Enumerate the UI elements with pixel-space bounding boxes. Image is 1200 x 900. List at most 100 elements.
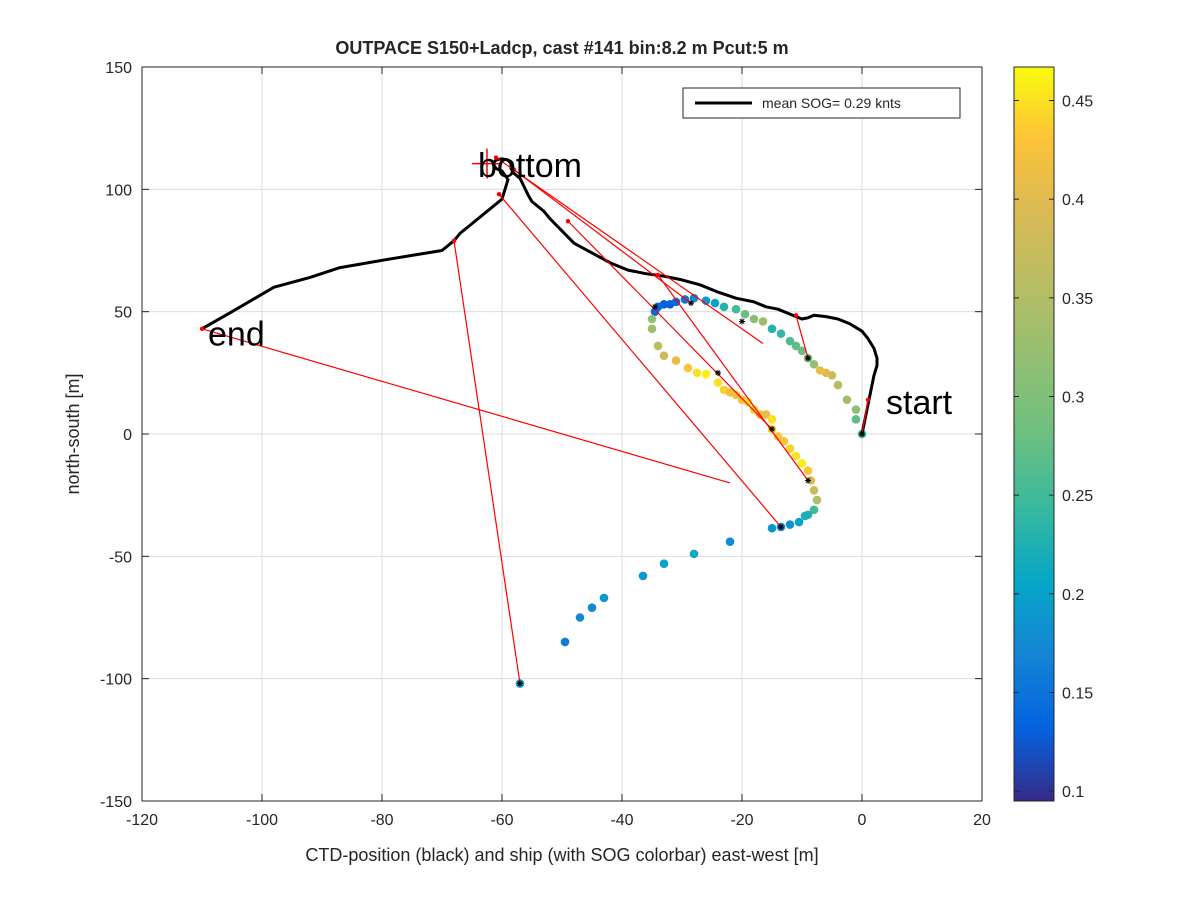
x-ticks: -120 -100 -80 -60 -40 -20 0 20 [126, 67, 991, 829]
bottom-marker [472, 148, 502, 179]
ship-position-point [731, 390, 741, 400]
ship-position-point [701, 369, 711, 379]
annotation-bottom: bottom [478, 147, 582, 185]
y-tick-label: -50 [109, 549, 132, 566]
chart-title: OUTPACE S150+Ladcp, cast #141 bin:8.2 m … [335, 38, 788, 58]
ship-position-point [731, 304, 741, 314]
link-line-ctd-marker [655, 272, 661, 278]
ship-position-point [692, 368, 702, 378]
ship-position-point [749, 314, 759, 324]
ship-position-point [647, 324, 657, 334]
y-tick-label: 50 [114, 305, 132, 322]
ship-position-point [725, 537, 735, 546]
ship-position-point [758, 317, 768, 326]
ship-position-point [689, 293, 699, 303]
ship-position-point [767, 324, 777, 334]
ship-position-point [791, 341, 801, 351]
ship-position-point [665, 300, 675, 309]
ship-position-point [794, 517, 804, 527]
black-star-marker [805, 477, 811, 484]
y-tick-label: 100 [105, 182, 132, 199]
legend-label: mean SOG= 0.29 knts [762, 95, 901, 111]
ship-position-point [683, 363, 693, 373]
ship-position-point [815, 366, 825, 375]
y-tick-label: 150 [105, 60, 132, 77]
ship-position-point [842, 395, 852, 405]
ship-position-point [713, 378, 723, 387]
y-tick-label: -100 [100, 672, 132, 689]
x-tick-label: -120 [126, 812, 158, 829]
x-tick-label: 20 [973, 812, 991, 829]
colorbar-gradient [1013, 66, 1055, 802]
link-line-ctd-marker [493, 155, 499, 160]
black-star-marker [715, 369, 721, 376]
link-line-ctd-marker [865, 397, 871, 402]
ship-position-point [761, 410, 771, 419]
ship-position-point [809, 359, 819, 369]
ship-position-point [740, 309, 750, 319]
link-lines [199, 155, 871, 684]
ship-position-point [851, 415, 861, 424]
link-line [795, 315, 809, 359]
black-markers [517, 300, 865, 687]
ship-position-point [785, 520, 795, 529]
ship-position-point [791, 451, 801, 461]
black-star-marker [805, 355, 811, 362]
ship-position-point [800, 511, 810, 521]
ship-position-point [851, 405, 861, 414]
ship-position-point [710, 298, 720, 308]
y-tick-label: 0 [123, 427, 132, 444]
ship-position-point [647, 314, 657, 324]
black-star-marker [778, 523, 784, 530]
link-line-ctd-marker [199, 326, 205, 331]
ship-position-point [653, 341, 663, 351]
x-tick-label: -100 [246, 812, 278, 829]
ship-position-point [797, 346, 807, 356]
ship-position-point [638, 571, 648, 581]
black-star-marker [739, 318, 745, 325]
ship-position-point [803, 466, 813, 476]
x-tick-label: -80 [370, 812, 393, 829]
x-tick-label: -20 [730, 812, 753, 829]
black-star-marker [688, 300, 694, 307]
link-line [513, 169, 692, 304]
link-line-ctd-marker [793, 313, 799, 318]
colorbar-tick-label: 0.25 [1062, 488, 1093, 505]
colorbar-tick-label: 0.35 [1062, 291, 1093, 308]
colorbar-ticks: 0.1 0.15 0.2 0.25 0.3 0.35 0.4 0.45 [1014, 94, 1093, 801]
colorbar-tick-label: 0.45 [1062, 94, 1093, 111]
ship-position-point [833, 380, 843, 390]
black-star-marker [517, 680, 523, 687]
ship-position-point [785, 444, 795, 453]
ship-position-point [812, 495, 822, 505]
link-line [201, 328, 731, 484]
link-line [453, 240, 521, 684]
link-line [495, 157, 764, 344]
ship-position-point [575, 613, 585, 622]
y-tick-label: -150 [100, 794, 132, 811]
link-line [498, 193, 782, 528]
link-line [657, 274, 809, 481]
ship-position-point [785, 336, 795, 346]
colorbar-tick-label: 0.4 [1062, 192, 1084, 209]
ship-position-point [779, 437, 789, 446]
ship-position-point [671, 356, 681, 365]
ship-position-point [659, 351, 669, 361]
colorbar-tick-label: 0.15 [1062, 685, 1093, 702]
grid [142, 67, 982, 801]
colorbar-tick-label: 0.1 [1062, 784, 1084, 801]
ship-position-point [560, 637, 570, 647]
ctd-track [201, 157, 879, 435]
link-line-ctd-marker [565, 218, 571, 224]
x-tick-label: -60 [490, 812, 513, 829]
bottom-plus-marker [472, 148, 502, 179]
annotation-end: end [208, 316, 265, 354]
ctd-track-line [201, 157, 879, 435]
colorbar-tick-label: 0.3 [1062, 390, 1084, 407]
ship-position-point [809, 485, 819, 495]
black-star-marker [859, 431, 865, 437]
ship-position-point [809, 505, 819, 515]
link-line-ctd-marker [496, 192, 502, 197]
ship-position-point [767, 523, 777, 533]
